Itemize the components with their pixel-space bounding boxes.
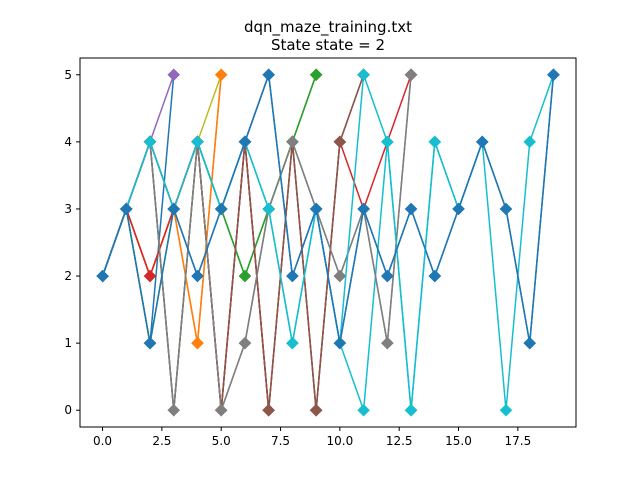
data-point	[547, 68, 560, 82]
y-tick-label: 0	[64, 403, 72, 417]
data-point	[96, 269, 109, 283]
data-point	[357, 68, 370, 82]
x-tick-label: 15.0	[445, 434, 472, 448]
series-line	[101, 74, 412, 411]
x-tick-label: 0.0	[93, 434, 112, 448]
data-point	[452, 202, 465, 216]
data-point	[499, 403, 513, 417]
series-line	[101, 74, 555, 344]
data-point	[309, 403, 323, 417]
data-point	[119, 202, 133, 216]
data-point	[309, 202, 323, 216]
data-point	[262, 68, 276, 82]
data-point	[428, 135, 442, 149]
y-tick-label: 4	[64, 135, 72, 149]
series-ep-1	[96, 68, 181, 350]
series-ep-11	[96, 68, 560, 350]
data-point	[262, 202, 276, 216]
data-point	[404, 403, 418, 417]
y-tick-label: 1	[64, 336, 72, 350]
data-point	[286, 135, 299, 149]
data-point	[404, 68, 418, 82]
data-point	[143, 336, 157, 350]
data-point	[428, 269, 442, 283]
series-ep-19	[96, 68, 560, 350]
data-point	[380, 135, 394, 149]
data-point	[262, 403, 276, 417]
data-point	[167, 202, 181, 216]
series-line	[101, 74, 460, 411]
data-point	[309, 68, 323, 82]
data-point	[499, 202, 513, 216]
data-point	[167, 68, 181, 82]
x-tick-label: 2.5	[152, 434, 171, 448]
data-point	[214, 202, 228, 216]
data-point	[214, 403, 228, 417]
data-point	[333, 135, 347, 149]
data-point	[286, 336, 299, 350]
x-axis: 0.0 2.5 5.0 7.5 10.0 12.5 15.0 17.5	[93, 427, 531, 448]
series-ep-17	[96, 68, 418, 417]
data-point	[238, 336, 252, 350]
data-point	[191, 135, 204, 149]
series-line	[101, 74, 175, 344]
data-point	[380, 269, 394, 283]
data-point	[523, 135, 537, 149]
data-point	[333, 336, 347, 350]
data-point	[357, 202, 370, 216]
data-point	[357, 403, 370, 417]
data-point	[523, 336, 537, 350]
data-point	[191, 336, 204, 350]
chart-subtitle: State state = 2	[271, 36, 385, 54]
x-tick-label: 5.0	[212, 434, 231, 448]
y-tick-label: 2	[64, 269, 72, 283]
data-point	[143, 135, 157, 149]
data-point	[214, 68, 228, 82]
data-point	[286, 269, 299, 283]
data-point	[143, 269, 157, 283]
data-point	[167, 403, 181, 417]
series-ep-18	[96, 68, 465, 417]
x-tick-label: 7.5	[271, 434, 290, 448]
series-layer	[96, 68, 560, 417]
y-axis: 0 1 2 3 4 5	[64, 68, 80, 417]
plot-frame	[79, 57, 577, 428]
data-point	[404, 202, 418, 216]
y-tick-label: 3	[64, 202, 72, 216]
data-point	[475, 135, 489, 149]
x-tick-label: 17.5	[504, 434, 531, 448]
x-tick-label: 10.0	[327, 434, 354, 448]
chart-title: dqn_maze_training.txt	[244, 18, 412, 37]
data-point	[380, 336, 394, 350]
data-point	[191, 269, 204, 283]
x-tick-label: 12.5	[386, 434, 413, 448]
y-tick-label: 5	[64, 68, 72, 82]
data-point	[238, 135, 252, 149]
data-point	[333, 269, 347, 283]
data-point	[238, 269, 252, 283]
